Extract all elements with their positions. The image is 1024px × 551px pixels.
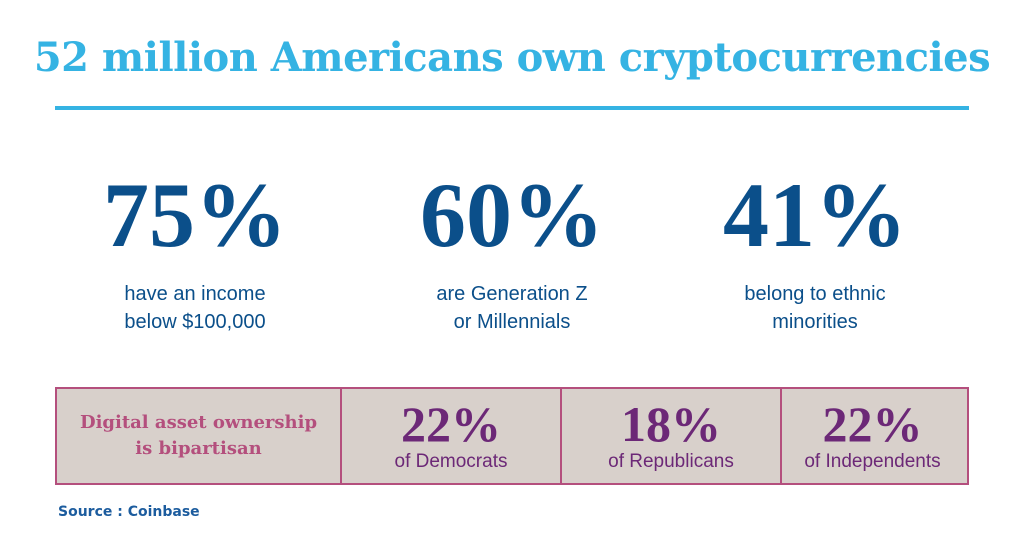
democrats-stat: 22% of Democrats: [340, 389, 560, 483]
stat-value: 41%: [723, 164, 907, 266]
stat-income: 75% have an income below $100,000: [45, 160, 345, 336]
stat-description: have an income below $100,000: [124, 283, 266, 333]
stat-value: 75%: [103, 164, 287, 266]
stat-minorities: 41% belong to ethnic minorities: [665, 160, 965, 336]
stat-description: belong to ethnic minorities: [744, 283, 886, 333]
infographic-title: 52 million Americans own cryptocurrencie…: [33, 34, 991, 81]
stat-description: are Generation Z or Millennials: [436, 283, 588, 333]
bipartisan-label: Digital asset ownership is bipartisan: [79, 412, 318, 459]
stat-generation: 60% are Generation Z or Millennials: [362, 160, 662, 336]
independents-stat: 22% of Independents: [780, 389, 963, 483]
bipartisan-panel: Digital asset ownership is bipartisan 22…: [55, 387, 969, 485]
title-divider: [55, 106, 969, 110]
republicans-stat: 18% of Republicans: [560, 389, 780, 483]
source-credit: Source : Coinbase: [58, 504, 200, 520]
stat-value: 60%: [420, 164, 604, 266]
